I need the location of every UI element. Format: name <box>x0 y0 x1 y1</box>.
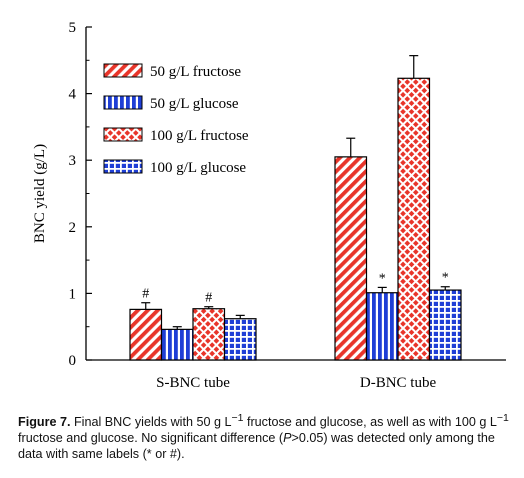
caption-sup-2: −1 <box>496 412 509 424</box>
bar <box>428 289 462 361</box>
figure-caption: Figure 7. Final BNC yields with 50 g L−1… <box>18 410 514 462</box>
bar <box>192 308 226 361</box>
y-tick-label: 1 <box>69 286 77 302</box>
legend-swatch <box>103 63 143 78</box>
bar <box>129 308 163 361</box>
legend-swatch <box>103 127 143 142</box>
caption-p-italic: P <box>283 431 292 446</box>
x-tick-label: S-BNC tube <box>156 375 230 391</box>
legend-label: 50 g/L fructose <box>150 64 241 80</box>
bar-chart: 0 1 2 3 4 5 BNC yield (g/L) S-BNC tube D-BNC tub… <box>32 20 506 391</box>
bar <box>365 292 399 361</box>
caption-text-1: Final BNC yields with 50 g L <box>70 415 232 430</box>
x-tick-label: D-BNC tube <box>360 375 437 391</box>
legend-label: 100 g/L fructose <box>150 128 249 144</box>
bar <box>397 77 431 361</box>
significance-mark: * <box>379 271 386 286</box>
y-tick-label: 4 <box>69 87 77 103</box>
y-tick-label: 3 <box>69 153 77 169</box>
bars: # # * * <box>129 55 462 361</box>
significance-mark: # <box>142 287 149 302</box>
bar <box>223 318 257 361</box>
legend-label: 50 g/L glucose <box>150 96 239 112</box>
y-axis-label: BNC yield (g/L) <box>32 144 48 243</box>
legend: 50 g/L fructose 50 g/L glucose 100 g/L fru… <box>103 63 249 176</box>
caption-label: Figure 7. <box>18 415 71 430</box>
caption-text-2: fructose and glucose, as well as with 10… <box>243 415 497 430</box>
y-tick-label: 2 <box>69 220 77 236</box>
bar <box>334 156 368 361</box>
y-tick-label: 0 <box>69 353 77 369</box>
caption-sup-1: −1 <box>231 412 244 424</box>
legend-swatch <box>103 95 143 110</box>
significance-mark: # <box>205 291 212 306</box>
caption-text-4: >0.05) was detected only among the data … <box>18 431 495 462</box>
y-tick-label: 5 <box>69 20 77 36</box>
significance-mark: * <box>442 271 449 286</box>
bar <box>160 328 194 361</box>
legend-label: 100 g/L glucose <box>150 160 246 176</box>
caption-text-3: fructose and glucose. No significant dif… <box>18 431 284 446</box>
legend-swatch <box>103 159 143 174</box>
